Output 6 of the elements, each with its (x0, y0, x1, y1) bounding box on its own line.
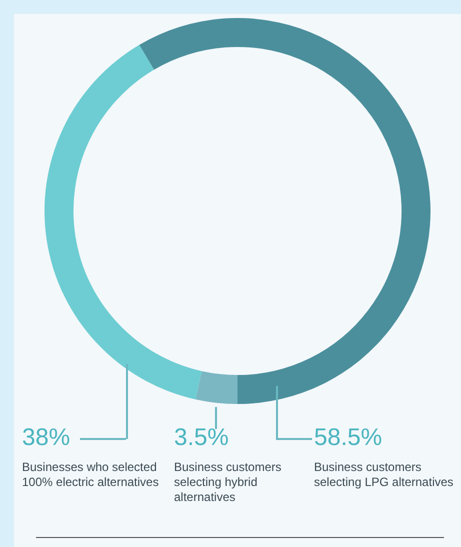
slice-label: Business customers selecting hybrid alternatives (174, 460, 282, 505)
slice-label: Business customers selecting LPG alternatives (314, 460, 454, 490)
slice-label: Businesses who selected 100% electric alternatives (22, 460, 160, 490)
data-label: 38% (22, 424, 72, 452)
data-label: 3.5% (174, 424, 230, 452)
data-label: 58.5% (314, 424, 384, 452)
